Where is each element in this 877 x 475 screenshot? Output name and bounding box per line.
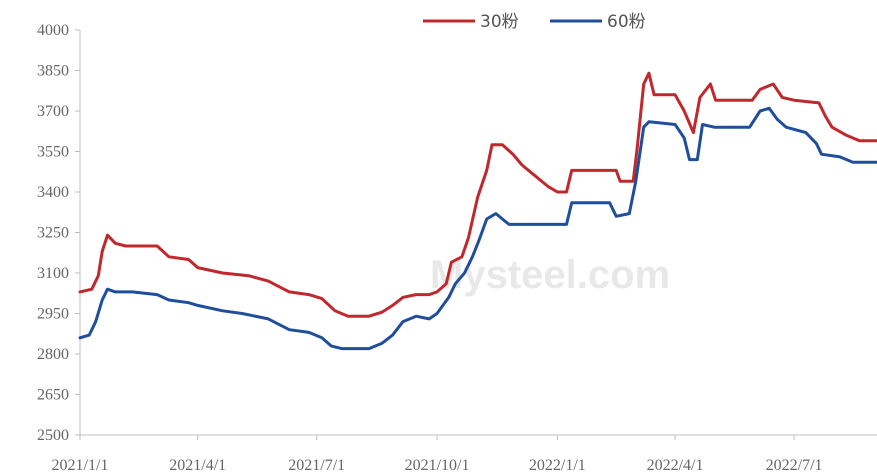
legend-label-1: 30粉 [480, 12, 519, 32]
x-tick-label: 2021/1/1 [52, 457, 109, 474]
x-tick-label: 2021/7/1 [288, 457, 345, 474]
x-tick-label: 2021/10/1 [405, 457, 470, 474]
y-tick-label: 3100 [37, 265, 69, 282]
legend-label-2: 60粉 [607, 12, 646, 32]
y-tick-label: 2500 [37, 427, 69, 444]
y-tick-label: 2650 [37, 387, 69, 404]
y-tick-label: 3400 [37, 184, 69, 201]
x-tick-label: 2021/4/1 [169, 457, 226, 474]
y-tick-label: 2950 [37, 306, 69, 323]
watermark-layer: Mysteel.com [430, 253, 670, 297]
y-tick-label: 3850 [37, 63, 69, 80]
y-tick-label: 3700 [37, 103, 69, 120]
series-layer [78, 71, 877, 351]
legend: 30粉 60粉 [423, 12, 646, 32]
y-tick-label: 2800 [37, 346, 69, 363]
x-tick-label: 2022/7/1 [766, 457, 823, 474]
watermark-text: Mysteel.com [430, 253, 670, 297]
y-tick-label: 3550 [37, 144, 69, 161]
x-ticks: 2021/1/1 2021/4/1 2021/7/1 2021/10/1 2022/1/… [52, 435, 823, 474]
y-ticks: 2500 2650 2800 2950 3100 3250 3400 3550 3700 3850… [37, 22, 80, 444]
series-line-1 [78, 71, 877, 318]
x-tick-label: 2022/1/1 [529, 457, 586, 474]
series-line-2 [78, 106, 877, 351]
y-tick-label: 4000 [37, 22, 69, 39]
y-tick-label: 3250 [37, 225, 69, 242]
x-tick-label: 2022/4/1 [647, 457, 704, 474]
